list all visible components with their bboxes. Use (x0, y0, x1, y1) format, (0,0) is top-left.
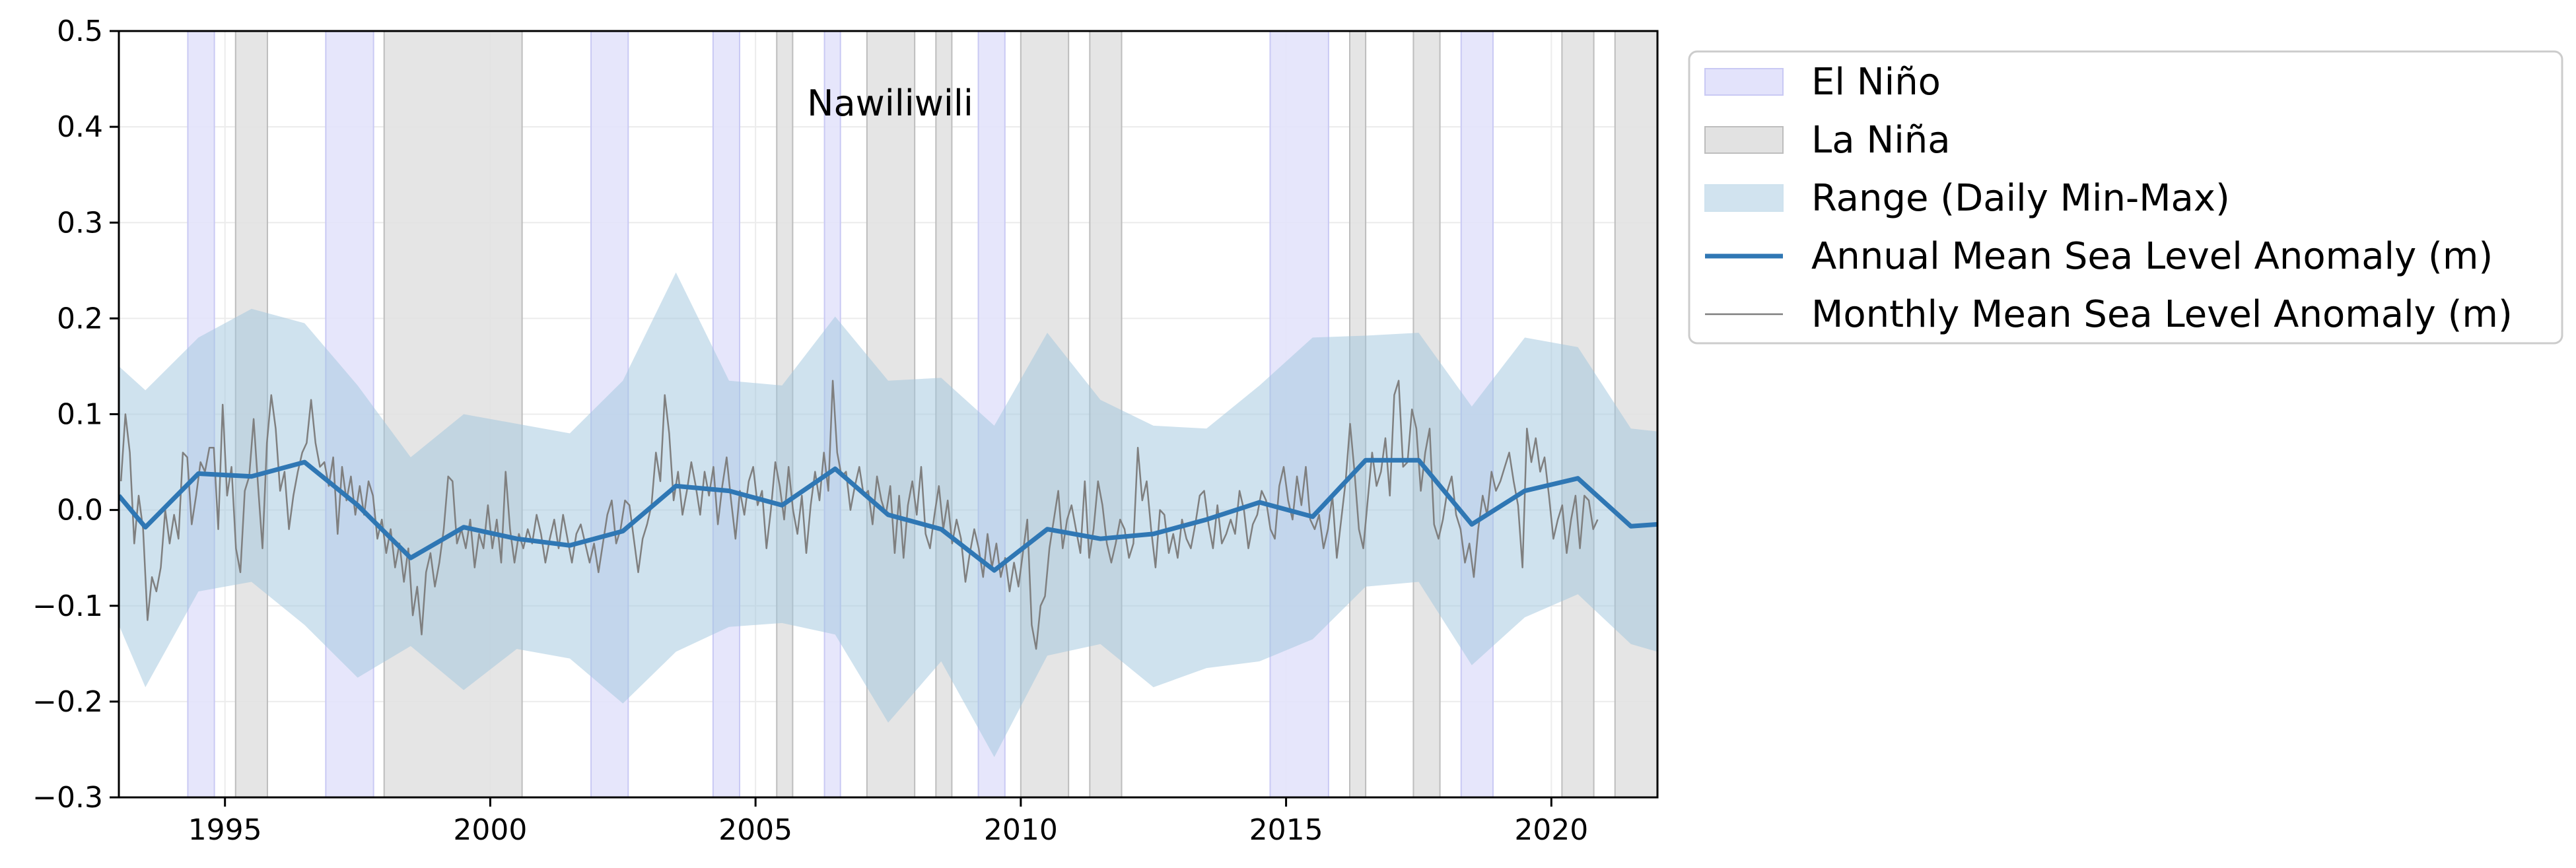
y-tick-label: −0.3 (32, 781, 103, 815)
y-tick-label: 0.4 (57, 110, 103, 144)
legend-label: Monthly Mean Sea Level Anomaly (m) (1811, 293, 2513, 336)
plot-area (119, 31, 1657, 797)
x-tick-label: 2005 (718, 813, 792, 847)
y-tick-label: −0.2 (32, 685, 103, 719)
x-tick-label: 1995 (188, 813, 262, 847)
la-nina-band (1614, 31, 1657, 797)
legend-swatch (1704, 126, 1784, 154)
legend-swatch (1704, 68, 1784, 96)
la-nina-band (383, 31, 523, 797)
legend: El Niño La Niña Range (Daily Min-Max) Annua… (1688, 50, 2563, 345)
legend-label: Annual Mean Sea Level Anomaly (m) (1811, 235, 2493, 278)
legend-label: El Niño (1811, 61, 1941, 104)
legend-swatch (1704, 184, 1784, 212)
x-tick-label: 2015 (1249, 813, 1323, 847)
monthly-series-line (120, 380, 1599, 650)
y-tick-label: 0.1 (57, 398, 103, 432)
y-tick-label: 0.2 (57, 302, 103, 335)
y-tick-label: 0.3 (57, 206, 103, 240)
x-tick-label: 2010 (984, 813, 1058, 847)
y-tick-label: 0.5 (57, 15, 103, 48)
y-tick-label: −0.1 (32, 589, 103, 623)
legend-box (1688, 50, 2563, 345)
y-tick-label: 0.0 (57, 494, 103, 527)
legend-label: La Niña (1811, 119, 1951, 162)
x-tick-label: 2000 (453, 813, 527, 847)
annual-series-line (119, 457, 1657, 573)
x-tick-label: 2020 (1514, 813, 1588, 847)
legend-label: Range (Daily Min-Max) (1811, 177, 2230, 220)
chart-title: Nawiliwili (807, 83, 973, 124)
